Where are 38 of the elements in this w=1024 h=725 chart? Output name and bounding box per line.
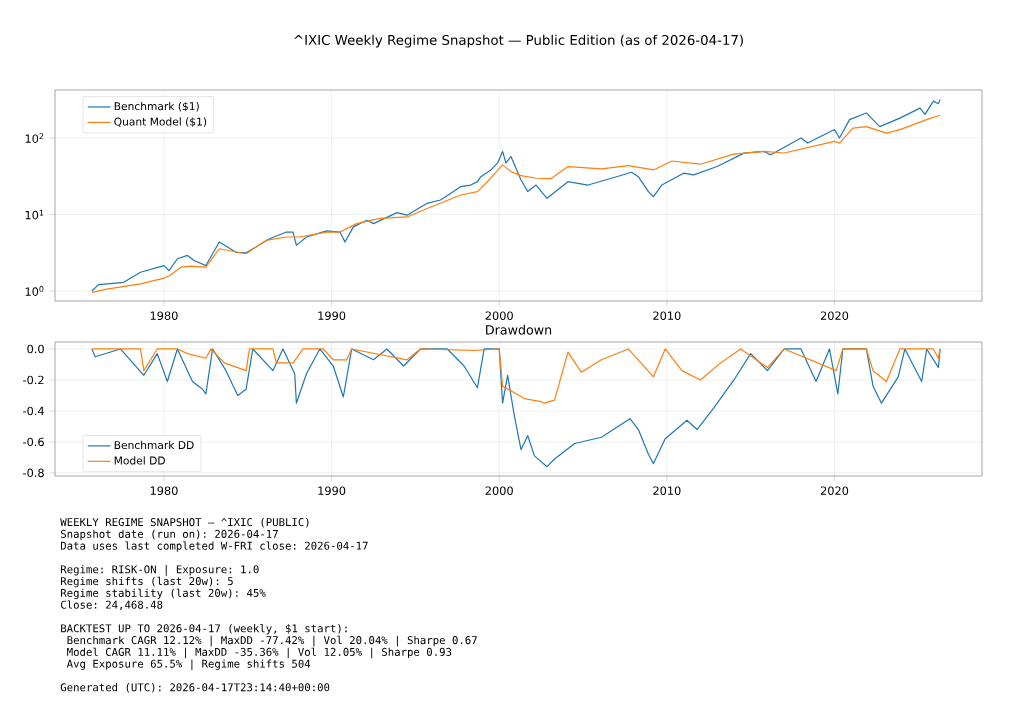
text: BACKTEST UP TO 2026-04-17 (weekly, $1 start): xyxy=(61,624,347,635)
y-tick-label: -0.4 xyxy=(23,406,44,416)
y-tick-label: -0.2 xyxy=(23,375,44,385)
y-tick-label: -0.8 xyxy=(23,468,44,478)
x-tick-label: 1980 xyxy=(150,486,178,495)
legend-label: Benchmark DD xyxy=(114,440,194,450)
x-tick-label: 2010 xyxy=(653,486,681,495)
text: Data uses last completed W-FRI close: 2026-04-17 xyxy=(60,541,368,552)
chart-title: Drawdown xyxy=(486,324,552,335)
line-series xyxy=(91,348,941,404)
text: Model CAGR 11.11% | MaxDD -35.36% | Vol 12.05% | Sharpe 0.93 xyxy=(67,647,452,659)
y-tick-label: 0.0 xyxy=(27,344,44,354)
text: Regime: RISK-ON | Exposure: 1.0 xyxy=(61,565,259,576)
x-tick-label: 1990 xyxy=(318,486,346,495)
x-tick-label: 2020 xyxy=(820,486,849,495)
y-tick-label: 10$^{0}$ xyxy=(25,286,44,296)
text: Avg Exposure 65.5% | Regime shifts 504 xyxy=(66,659,311,671)
text: Generated (UTC): 2026-04-17T23:14:40+00:00 xyxy=(60,683,330,693)
chart-title: ^IXIC Weekly Regime Snapshot — Public Edition (as of 2026-04-17) xyxy=(294,34,743,48)
text: Regime shifts (last 20w): 5 xyxy=(61,576,233,588)
x-tick-label: 2010 xyxy=(653,311,681,320)
text: Snapshot date (run on): 2026-04-17 xyxy=(61,529,278,541)
x-tick-label: 2000 xyxy=(485,486,513,495)
text: WEEKLY REGIME SNAPSHOT — ^IXIC (PUBLIC) xyxy=(60,517,309,528)
x-tick-label: 1980 xyxy=(150,311,178,320)
x-tick-label: 1990 xyxy=(318,311,346,320)
line-series xyxy=(91,348,941,468)
x-tick-label: 2000 xyxy=(485,311,513,320)
legend-label: Quant Model ($1) xyxy=(114,117,207,128)
y-tick-label: 10$^{1}$ xyxy=(25,209,44,220)
x-tick-label: 2020 xyxy=(820,311,849,320)
y-tick-label: -0.6 xyxy=(23,437,44,447)
legend-label: Model DD xyxy=(114,456,165,465)
text: Regime stability (last 20w): 45% xyxy=(61,588,266,600)
y-tick-label: 10$^{2}$ xyxy=(25,133,44,143)
text: Close: 24,468.48 xyxy=(61,600,163,611)
legend-label: Benchmark ($1) xyxy=(114,101,199,112)
text: Benchmark CAGR 12.12% | MaxDD -77.42% | Vol 20.04% | Sharpe 0.67 xyxy=(67,635,477,647)
